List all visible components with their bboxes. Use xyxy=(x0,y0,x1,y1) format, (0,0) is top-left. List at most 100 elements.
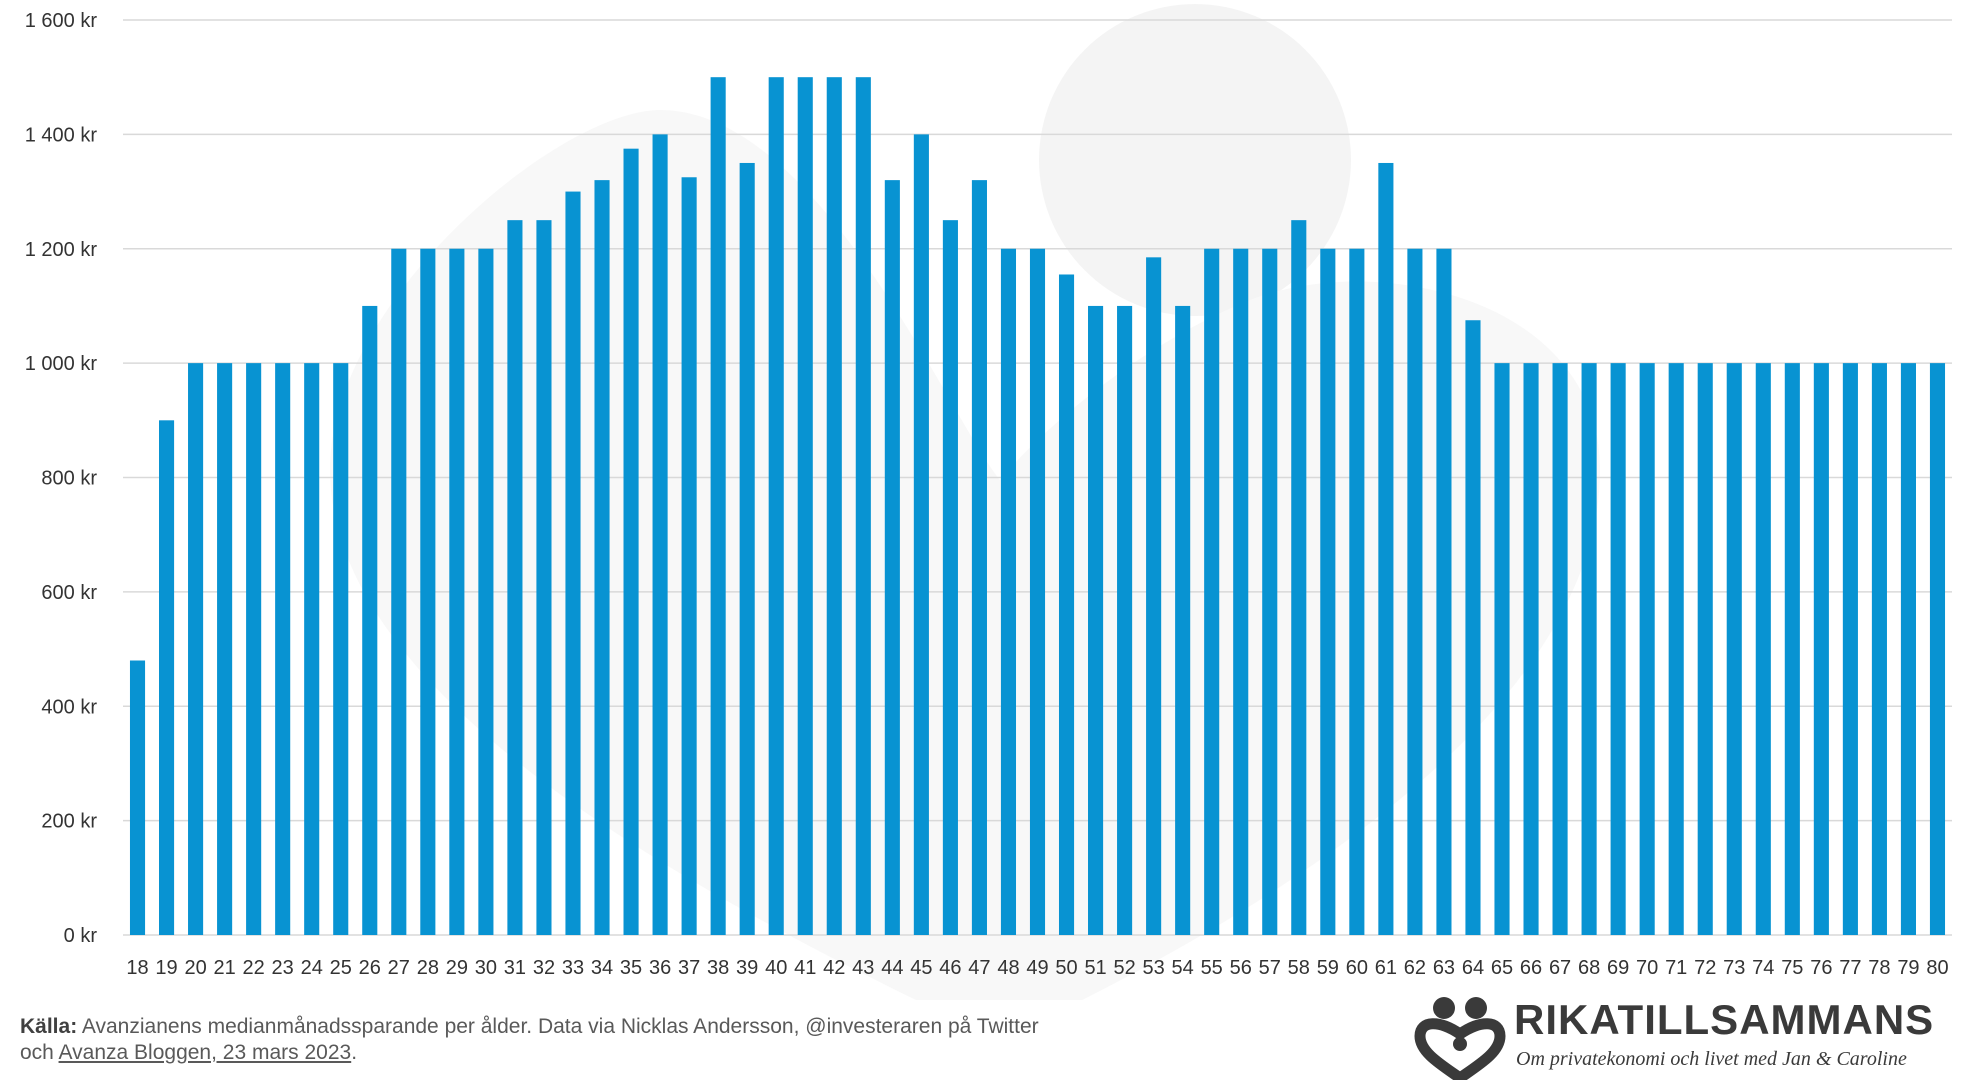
bar-age-35 xyxy=(623,148,639,935)
bar-age-63 xyxy=(1436,248,1452,935)
x-tick-label: 73 xyxy=(1723,957,1745,979)
bar-chart: 0 kr 200 kr 400 kr 600 kr 800 kr 1 000 kr 1 20… xyxy=(24,4,1952,1000)
x-tick-label: 45 xyxy=(910,957,932,979)
x-tick-label: 77 xyxy=(1839,957,1861,979)
bar-age-76 xyxy=(1813,363,1829,935)
x-tick-label: 22 xyxy=(243,957,265,979)
x-tick-label: 34 xyxy=(591,957,613,979)
bars xyxy=(129,77,1946,935)
x-tick-label: 54 xyxy=(1172,957,1194,979)
x-tick-label: 62 xyxy=(1404,957,1426,979)
x-tick-label: 51 xyxy=(1084,957,1106,979)
x-tick-label: 65 xyxy=(1491,957,1513,979)
bar-age-56 xyxy=(1233,248,1249,935)
bar-age-59 xyxy=(1320,248,1336,935)
bar-age-48 xyxy=(1000,248,1017,935)
x-tick-label: 71 xyxy=(1665,957,1687,979)
bar-age-33 xyxy=(565,191,581,935)
bar-age-68 xyxy=(1581,363,1597,935)
x-tick-label: 55 xyxy=(1201,957,1223,979)
brand-tagline: Om privatekonomi och livet med Jan & Car… xyxy=(1516,1048,1907,1070)
x-tick-label: 64 xyxy=(1462,957,1484,979)
bar-age-71 xyxy=(1668,363,1684,935)
x-tick-label: 56 xyxy=(1230,957,1252,979)
x-tick-label: 31 xyxy=(504,957,526,979)
bar-age-73 xyxy=(1726,363,1742,935)
x-tick-label: 67 xyxy=(1549,957,1571,979)
x-tick-label: 48 xyxy=(997,957,1019,979)
bar-age-79 xyxy=(1900,363,1917,935)
x-tick-label: 28 xyxy=(417,957,439,979)
bar-age-19 xyxy=(158,420,175,935)
x-tick-label: 47 xyxy=(968,957,990,979)
x-tick-label: 57 xyxy=(1259,957,1281,979)
x-tick-label: 63 xyxy=(1433,957,1455,979)
x-tick-label: 49 xyxy=(1026,957,1048,979)
x-tick-label: 20 xyxy=(184,957,206,979)
source-line-2: och Avanza Bloggen, 23 mars 2023. xyxy=(20,1040,1039,1066)
bar-age-45 xyxy=(913,134,929,935)
x-tick-label: 44 xyxy=(881,957,903,979)
x-tick-label: 70 xyxy=(1636,957,1658,979)
bar-age-24 xyxy=(304,363,320,935)
bar-age-25 xyxy=(333,363,349,935)
bar-age-28 xyxy=(420,248,436,935)
heart-watermark-icon xyxy=(330,4,1600,1000)
x-tick-label: 33 xyxy=(562,957,584,979)
x-tick-label: 68 xyxy=(1578,957,1600,979)
y-tick-label: 1 400 kr xyxy=(25,124,98,146)
bar-age-43 xyxy=(855,77,871,935)
bar-age-69 xyxy=(1610,363,1626,935)
y-tick-label: 1 600 kr xyxy=(25,10,98,32)
bar-age-77 xyxy=(1842,363,1858,935)
x-tick-label: 53 xyxy=(1143,957,1165,979)
source-footer: Källa: Avanzianens medianmånadssparande … xyxy=(20,1014,1039,1066)
y-tick-label: 800 kr xyxy=(41,468,97,490)
x-tick-label: 79 xyxy=(1897,957,1919,979)
x-tick-label: 26 xyxy=(359,957,381,979)
bar-age-55 xyxy=(1204,248,1220,935)
x-tick-label: 72 xyxy=(1694,957,1716,979)
bar-age-27 xyxy=(391,248,407,935)
bar-age-78 xyxy=(1871,363,1887,935)
x-tick-label: 23 xyxy=(272,957,294,979)
x-tick-label: 42 xyxy=(823,957,845,979)
bar-age-37 xyxy=(681,177,697,935)
bar-age-51 xyxy=(1088,305,1104,935)
x-tick-label: 40 xyxy=(765,957,787,979)
y-axis-ticks: 0 kr 200 kr 400 kr 600 kr 800 kr 1 000 kr 1 20… xyxy=(25,10,98,947)
x-tick-label: 18 xyxy=(126,957,148,979)
x-tick-label: 27 xyxy=(388,957,410,979)
bar-age-44 xyxy=(884,180,900,935)
x-axis-ticks: 18 19 20 21 22 23 24 25 26 27 28 29 30 31 32 33 34 35 36 37… xyxy=(126,957,1948,979)
source-prefix: och xyxy=(20,1041,54,1064)
x-tick-label: 35 xyxy=(620,957,642,979)
bar-age-23 xyxy=(275,363,291,935)
bar-age-53 xyxy=(1146,257,1162,935)
bar-age-64 xyxy=(1465,320,1481,935)
x-tick-label: 36 xyxy=(649,957,671,979)
bar-age-74 xyxy=(1755,363,1771,935)
bar-age-29 xyxy=(449,248,465,935)
source-text: Avanzianens medianmånadssparande per åld… xyxy=(81,1015,1039,1038)
bar-age-34 xyxy=(594,180,610,935)
bar-age-60 xyxy=(1349,248,1365,935)
x-tick-label: 50 xyxy=(1055,957,1077,979)
bar-age-58 xyxy=(1291,220,1307,935)
x-tick-label: 25 xyxy=(330,957,352,979)
bar-age-40 xyxy=(768,77,784,935)
bar-age-61 xyxy=(1378,162,1394,935)
bar-age-80 xyxy=(1929,363,1946,935)
brand-name: RIKATILLSAMMANS xyxy=(1514,996,1935,1043)
x-tick-label: 19 xyxy=(155,957,177,979)
bar-age-26 xyxy=(362,305,378,935)
bar-age-46 xyxy=(942,220,958,935)
source-link[interactable]: Avanza Bloggen, 23 mars 2023 xyxy=(58,1041,352,1064)
couple-heart-logo-icon xyxy=(1414,997,1506,1080)
source-line-1: Källa: Avanzianens medianmånadssparande … xyxy=(20,1014,1039,1040)
x-tick-label: 29 xyxy=(446,957,468,979)
y-tick-label: 600 kr xyxy=(41,582,97,604)
x-tick-label: 61 xyxy=(1375,957,1397,979)
x-tick-label: 75 xyxy=(1781,957,1803,979)
y-tick-label: 400 kr xyxy=(41,696,97,718)
